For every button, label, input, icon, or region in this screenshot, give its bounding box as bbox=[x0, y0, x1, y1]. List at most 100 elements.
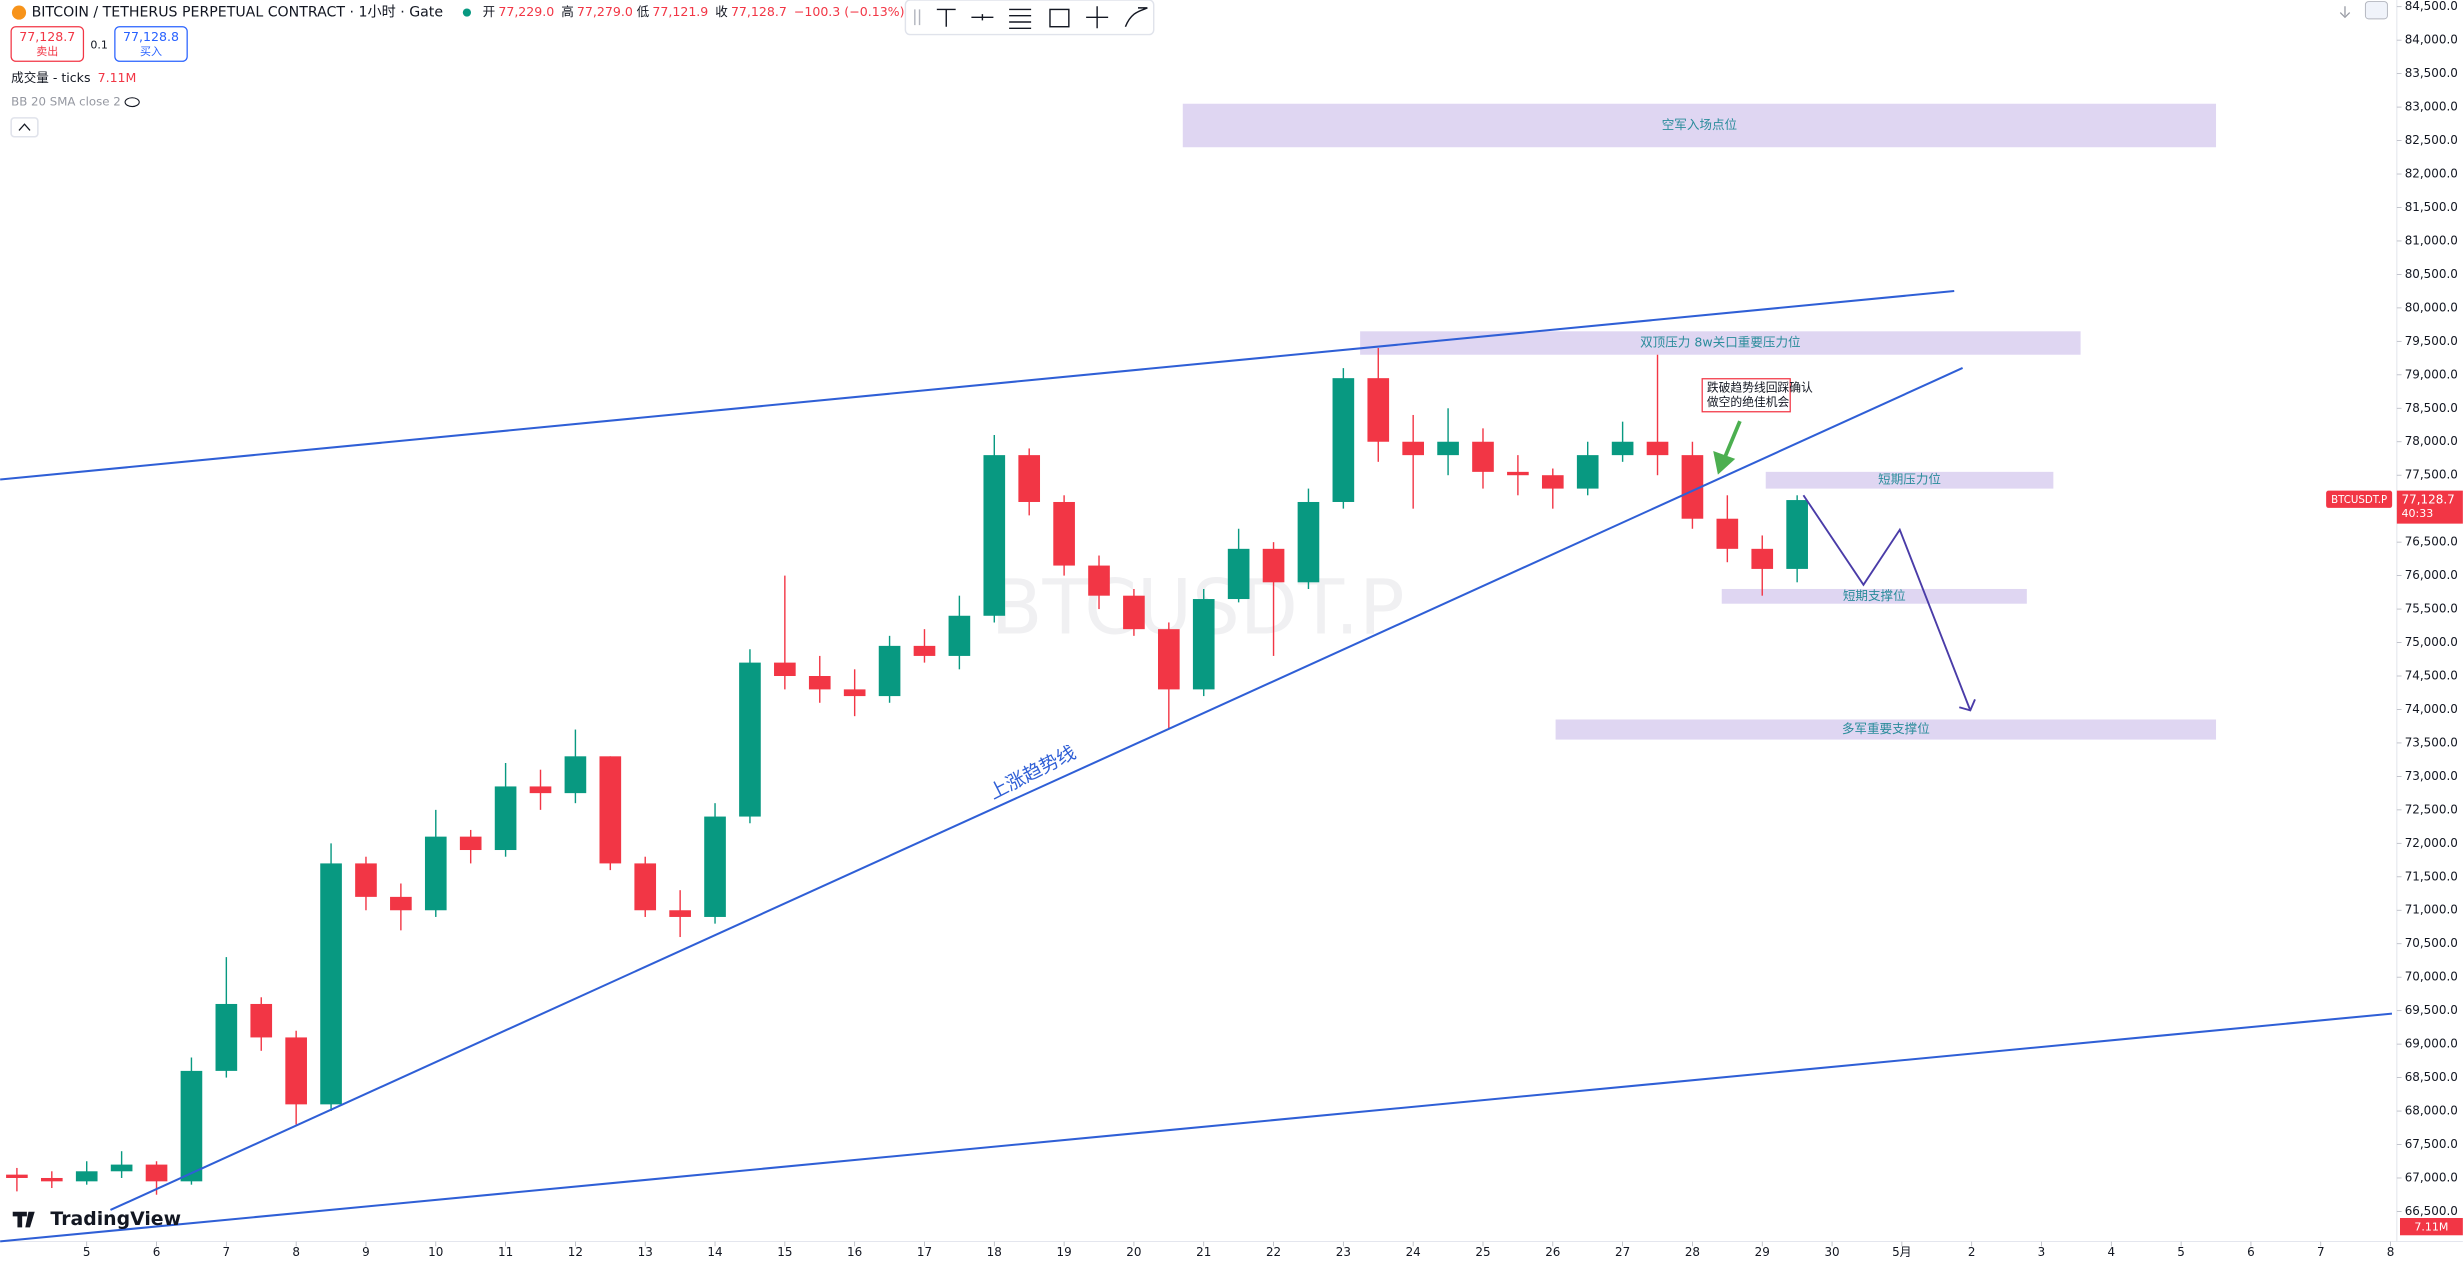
rect-tool[interactable] bbox=[1049, 8, 1070, 28]
candle-body bbox=[1716, 518, 1739, 549]
candle-body bbox=[739, 662, 761, 817]
symbol-tag-text: BTCUSDT.P bbox=[2331, 495, 2387, 506]
open-value: 77,229.0 bbox=[498, 4, 554, 19]
y-tick-label: 68,500.0 bbox=[2405, 1070, 2458, 1084]
sell-price[interactable]: 77,128.7 bbox=[19, 29, 75, 44]
callout-box bbox=[1701, 378, 1791, 413]
x-tick-label: 10 bbox=[428, 1245, 443, 1259]
zone bbox=[1721, 588, 2027, 604]
x-tick-label: 20 bbox=[1126, 1245, 1141, 1259]
candle-body bbox=[808, 676, 831, 690]
buy-price[interactable]: 77,128.8 bbox=[123, 29, 179, 44]
measure-tool[interactable] bbox=[1086, 6, 1109, 29]
y-tick-label: 73,500.0 bbox=[2405, 735, 2458, 749]
trendline bbox=[110, 367, 1964, 1211]
buy-button[interactable]: 77,128.8 买入 bbox=[114, 26, 188, 62]
logo-icon bbox=[12, 1211, 35, 1228]
volume-title: 成交量 - ticks bbox=[11, 70, 90, 85]
candle-body bbox=[1611, 441, 1634, 456]
y-tick-label: 81,500.0 bbox=[2405, 200, 2458, 214]
zone-label: 短期支撑位 bbox=[1843, 588, 1906, 603]
buy-box[interactable] bbox=[114, 26, 188, 62]
y-tick-label: 70,500.0 bbox=[2405, 936, 2458, 950]
text-tool[interactable] bbox=[936, 8, 956, 27]
x-tick-label: 23 bbox=[1336, 1245, 1351, 1259]
candle-body bbox=[774, 662, 796, 677]
y-tick-label: 78,000.0 bbox=[2405, 434, 2458, 448]
candle-body bbox=[494, 786, 517, 851]
x-tick-label: 14 bbox=[707, 1245, 722, 1259]
volume-tag-box bbox=[2399, 1217, 2463, 1236]
fib-tool[interactable] bbox=[1009, 8, 1032, 29]
zone bbox=[1182, 103, 2217, 148]
candle-body bbox=[1227, 548, 1250, 600]
projection-path bbox=[1802, 494, 1972, 711]
brush-tool[interactable] bbox=[1124, 7, 1148, 27]
x-tick-label: 30 bbox=[1824, 1245, 1839, 1259]
symbol-tag bbox=[2326, 490, 2393, 508]
candle-body bbox=[1472, 441, 1494, 472]
zone bbox=[1360, 331, 2081, 355]
x-tick-label: 15 bbox=[777, 1245, 792, 1259]
candle-body bbox=[1786, 500, 1808, 569]
scroll-icon[interactable] bbox=[2339, 6, 2351, 19]
candle-body bbox=[1018, 455, 1041, 502]
candle-body bbox=[878, 645, 901, 697]
y-tick-label: 77,500.0 bbox=[2405, 468, 2458, 482]
y-tick-label: 71,500.0 bbox=[2405, 869, 2458, 883]
line-tool[interactable] bbox=[971, 14, 994, 21]
y-tick-label: 80,000.0 bbox=[2405, 300, 2458, 314]
countdown-text: 40:33 bbox=[2402, 507, 2434, 520]
buy-label[interactable]: 买入 bbox=[140, 45, 162, 58]
x-tick-label: 2 bbox=[1968, 1245, 1976, 1259]
candle-body bbox=[1681, 455, 1704, 519]
candle-body bbox=[390, 896, 412, 911]
indicator-name: BB 20 SMA close 2 bbox=[11, 95, 121, 109]
sell-label[interactable]: 卖出 bbox=[36, 44, 58, 58]
x-tick-label: 18 bbox=[987, 1245, 1002, 1259]
drawing-toolbar bbox=[904, 0, 1155, 36]
candle-body bbox=[1158, 629, 1180, 690]
y-tick-label: 81,000.0 bbox=[2405, 233, 2458, 247]
x-tick-label: 21 bbox=[1196, 1245, 1211, 1259]
y-tick-label: 69,000.0 bbox=[2405, 1037, 2458, 1051]
x-tick-label: 19 bbox=[1057, 1245, 1072, 1259]
sell-box[interactable] bbox=[10, 26, 85, 62]
collapse-icon[interactable] bbox=[18, 123, 31, 131]
zone-label: 短期压力位 bbox=[1878, 472, 1941, 487]
y-tick-label: 69,500.0 bbox=[2405, 1003, 2458, 1017]
sell-button[interactable]: 77,128.7 卖出 bbox=[10, 26, 85, 62]
y-tick-label: 80,500.0 bbox=[2405, 267, 2458, 281]
quantity[interactable]: 0.1 bbox=[90, 39, 108, 52]
close-label: 收 bbox=[715, 4, 728, 19]
candle-body bbox=[1053, 501, 1075, 566]
y-tick-label: 72,500.0 bbox=[2405, 802, 2458, 816]
candle-body bbox=[843, 689, 866, 697]
change-value: −100.3 (−0.13%) bbox=[794, 4, 905, 19]
zone-label: 空军入场点位 bbox=[1662, 117, 1737, 132]
y-tick-label: 79,000.0 bbox=[2405, 367, 2458, 381]
candle-body bbox=[1332, 378, 1355, 502]
price-tag-text: 77,128.7 bbox=[2402, 493, 2455, 507]
y-tick-label: 84,000.0 bbox=[2405, 33, 2458, 47]
collapse-button[interactable] bbox=[10, 117, 39, 138]
toolbar-handle[interactable] bbox=[914, 9, 921, 26]
x-tick-label: 26 bbox=[1545, 1245, 1560, 1259]
visibility-icon[interactable] bbox=[124, 97, 140, 108]
candle-body bbox=[180, 1070, 203, 1182]
y-tick-label: 83,500.0 bbox=[2405, 66, 2458, 80]
x-tick-label: 16 bbox=[847, 1245, 862, 1259]
y-tick-label: 71,000.0 bbox=[2405, 903, 2458, 917]
candle-body bbox=[948, 615, 971, 656]
settings-button[interactable] bbox=[2364, 1, 2388, 20]
zone-label: 多军重要支撑位 bbox=[1842, 721, 1930, 736]
x-tick-label: 7 bbox=[2317, 1245, 2325, 1259]
y-tick-label: 76,000.0 bbox=[2405, 568, 2458, 582]
trendline bbox=[0, 289, 1955, 481]
arrow-shaft bbox=[1722, 420, 1742, 460]
projection-arrowhead bbox=[1959, 699, 1976, 712]
trendline bbox=[0, 1012, 2393, 1243]
open-label: 开 bbox=[483, 4, 496, 19]
